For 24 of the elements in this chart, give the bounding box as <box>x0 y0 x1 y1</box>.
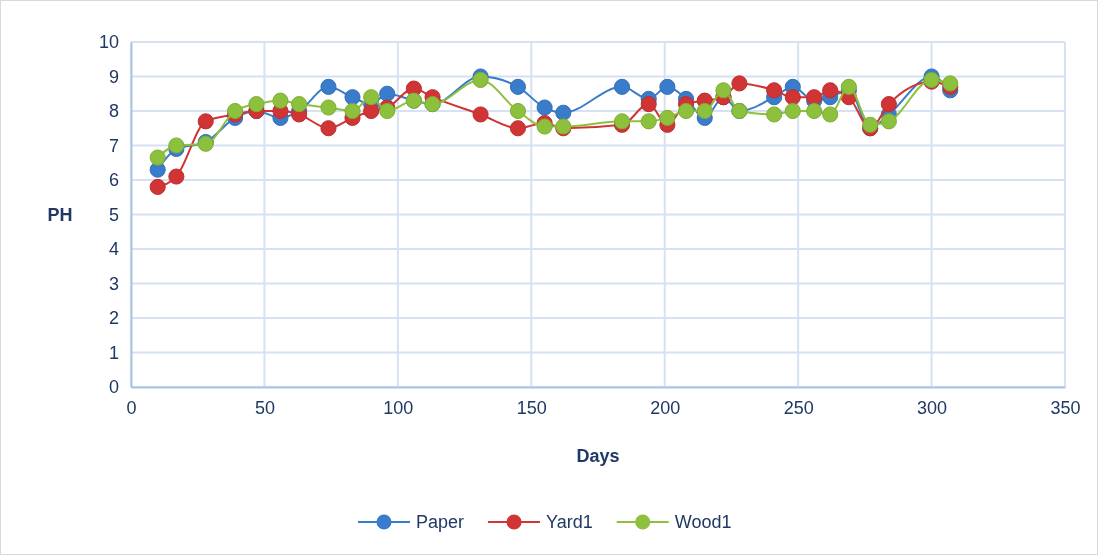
y-tick-label: 4 <box>108 239 119 260</box>
y-axis-title: PH <box>47 205 73 225</box>
y-tick-label: 6 <box>108 170 119 191</box>
legend-label: Wood1 <box>674 512 732 532</box>
x-tick-label: 50 <box>254 397 275 418</box>
x-tick-label: 300 <box>917 397 948 418</box>
y-tick-label: 2 <box>108 308 119 329</box>
y-tick-label: 7 <box>108 135 119 156</box>
x-tick-label: 200 <box>650 397 681 418</box>
x-tick-label: 150 <box>516 397 547 418</box>
y-tick-label: 0 <box>108 377 119 398</box>
y-tick-label: 9 <box>108 66 119 87</box>
x-axis-title: Days <box>576 446 620 466</box>
x-tick-label: 0 <box>126 397 137 418</box>
y-tick-label: 3 <box>108 273 119 294</box>
x-tick-label: 250 <box>783 397 814 418</box>
x-tick-label: 350 <box>1050 397 1081 418</box>
y-tick-label: 8 <box>108 101 119 122</box>
y-tick-label: 10 <box>98 32 119 53</box>
x-tick-label: 100 <box>383 397 414 418</box>
y-tick-label: 5 <box>108 204 119 225</box>
legend-label: Yard1 <box>546 512 593 532</box>
y-tick-label: 1 <box>108 342 119 363</box>
legend-label: Paper <box>416 512 465 532</box>
